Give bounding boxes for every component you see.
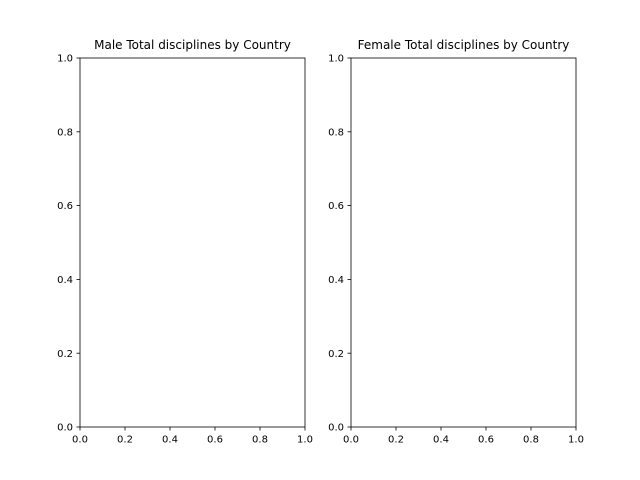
male-y-tick-label: 1.0 [57,54,73,65]
female-y-tick-label: 1.0 [328,54,344,65]
male-y-tick-label: 0.4 [57,275,73,286]
female-y-tick-label: 0.2 [328,349,344,360]
male-chart-title: Male Total disciplines by Country [94,38,291,52]
female-y-tick-label: 0.4 [328,275,344,286]
male-y-tick-label: 0.2 [57,349,73,360]
female-x-tick-label: 0.8 [523,435,539,446]
female-y-axis: 0.0 0.2 0.4 0.6 0.8 1.0 [328,54,351,434]
female-y-tick-label: 0.8 [328,127,344,138]
female-y-tick-label: 0.0 [328,423,344,434]
female-x-tick-label: 0.0 [343,435,359,446]
male-x-tick-label: 0.4 [162,435,178,446]
male-y-tick-label: 0.0 [57,423,73,434]
female-plot-area [350,57,577,428]
male-x-tick-label: 0.0 [72,435,88,446]
male-plot-area [79,57,306,428]
male-x-axis: 0.0 0.2 0.4 0.6 0.8 1.0 [72,427,313,446]
male-y-tick-label: 0.6 [57,201,73,212]
female-y-tick-label: 0.6 [328,201,344,212]
male-x-tick-label: 0.2 [117,435,133,446]
female-chart-title: Female Total disciplines by Country [358,38,570,52]
female-chart-panel: Female Total disciplines by Country 0.0 0… [328,38,584,446]
female-x-tick-label: 0.6 [478,435,494,446]
male-x-tick-label: 0.8 [252,435,268,446]
female-x-tick-label: 0.4 [433,435,449,446]
male-y-axis: 0.0 0.2 0.4 0.6 0.8 1.0 [57,54,80,434]
male-chart-panel: Male Total disciplines by Country 0.0 0.2… [57,38,313,446]
male-x-tick-label: 1.0 [297,435,313,446]
female-x-tick-label: 1.0 [568,435,584,446]
male-x-tick-label: 0.6 [207,435,223,446]
male-y-tick-label: 0.8 [57,127,73,138]
female-x-tick-label: 0.2 [388,435,404,446]
female-x-axis: 0.0 0.2 0.4 0.6 0.8 1.0 [343,427,584,446]
